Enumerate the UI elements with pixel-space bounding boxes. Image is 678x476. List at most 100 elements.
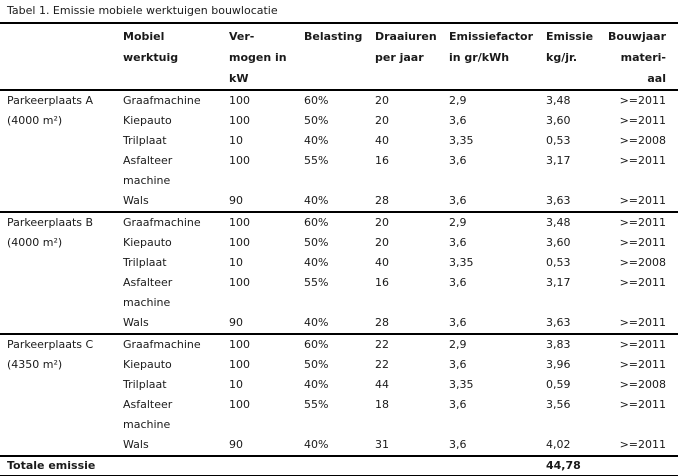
table-row: Wals 90 40% 31 3,6 4,02 >=2011 <box>0 435 678 456</box>
cell-hours: 20 <box>375 114 389 127</box>
group-parkeerplaats-b: Parkeerplaats B (4000 m²) Graafmachine 1… <box>0 212 678 334</box>
cell-equipment: Graafmachine <box>116 212 222 233</box>
cell-factor: 3,6 <box>449 398 467 411</box>
cell-emission: 3,63 <box>546 316 571 329</box>
cell-power: 100 <box>222 90 297 111</box>
header-load: Belasting <box>297 23 368 91</box>
total-row: Totale emissie 44,78 <box>0 456 678 476</box>
location-cell: Parkeerplaats A (4000 m²) <box>7 94 94 127</box>
cell-year: >=2011 <box>619 398 666 411</box>
table-row: Wals 90 40% 28 3,6 3,63 >=2011 <box>0 313 678 334</box>
cell-factor: 3,6 <box>449 114 467 127</box>
cell-equipment: Wals <box>123 438 149 451</box>
cell-load: 60% <box>297 212 368 233</box>
cell-year: >=2008 <box>619 378 666 391</box>
cell-equipment: Kiepauto <box>123 236 172 249</box>
cell-factor: 2,9 <box>442 212 539 233</box>
header-hours: Draaiuren per jaar <box>368 23 442 91</box>
cell-load: 40% <box>304 316 329 329</box>
cell-hours: 22 <box>368 334 442 355</box>
cell-emission: 4,02 <box>546 438 571 451</box>
location-cell: Parkeerplaats C (4350 m²) <box>7 338 94 371</box>
cell-hours: 18 <box>375 398 389 411</box>
group-parkeerplaats-a: Parkeerplaats A (4000 m²) Graafmachine 1… <box>0 90 678 212</box>
header-factor: Emissiefactor in gr/kWh <box>442 23 539 91</box>
cell-emission: 3,56 <box>546 398 571 411</box>
cell-year: >=2008 <box>619 134 666 147</box>
cell-equipment: Wals <box>123 316 149 329</box>
cell-year: >=2011 <box>619 194 666 207</box>
table-row: Asfalteer machine 100 55% 16 3,6 3,17 >=… <box>0 273 678 313</box>
cell-equipment: Asfalteer machine <box>123 154 173 187</box>
header-year: Bouwjaar materi- aal <box>605 23 678 91</box>
table-row: Kiepauto 100 50% 20 3,6 3,60 >=2011 <box>0 111 678 131</box>
cell-equipment: Trilplaat <box>123 256 167 269</box>
cell-power: 90 <box>229 438 243 451</box>
cell-equipment: Asfalteer machine <box>123 276 173 309</box>
cell-equipment: Graafmachine <box>116 334 222 355</box>
cell-emission: 3,17 <box>546 154 571 167</box>
table-row: Kiepauto 100 50% 20 3,6 3,60 >=2011 <box>0 233 678 253</box>
cell-factor: 3,6 <box>449 438 467 451</box>
cell-emission: 3,60 <box>546 114 571 127</box>
cell-hours: 22 <box>375 358 389 371</box>
cell-load: 55% <box>304 398 329 411</box>
cell-hours: 28 <box>375 194 389 207</box>
table-row: Parkeerplaats A (4000 m²) Graafmachine 1… <box>0 90 678 127</box>
cell-year: >=2011 <box>619 114 666 127</box>
cell-emission: 3,60 <box>546 236 571 249</box>
cell-load: 50% <box>304 114 329 127</box>
total-empty-cell <box>116 456 222 476</box>
cell-year: >=2011 <box>605 212 678 233</box>
cell-hours: 16 <box>375 154 389 167</box>
cell-factor: 3,6 <box>449 194 467 207</box>
cell-hours: 40 <box>375 134 389 147</box>
cell-factor: 2,9 <box>442 90 539 111</box>
cell-year: >=2011 <box>619 438 666 451</box>
total-emission-value: 44,78 <box>539 456 605 476</box>
cell-hours: 20 <box>368 212 442 233</box>
cell-emission: 3,96 <box>546 358 571 371</box>
cell-year: >=2011 <box>619 154 666 167</box>
cell-emission: 0,53 <box>546 256 571 269</box>
total-empty-cell <box>442 456 539 476</box>
cell-year: >=2011 <box>619 358 666 371</box>
header-row: Mobiel werktuig Ver- mogen in kW Belasti… <box>0 23 678 91</box>
cell-power: 100 <box>229 236 250 249</box>
cell-power: 100 <box>229 114 250 127</box>
total-empty-cell <box>297 456 368 476</box>
table-row: Kiepauto 100 50% 22 3,6 3,96 >=2011 <box>0 355 678 375</box>
cell-emission: 0,53 <box>546 134 571 147</box>
cell-factor: 3,6 <box>449 276 467 289</box>
cell-equipment: Graafmachine <box>116 90 222 111</box>
cell-year: >=2011 <box>619 276 666 289</box>
table-row: Parkeerplaats B (4000 m²) Graafmachine 1… <box>0 212 678 249</box>
header-emission: Emissie kg/jr. <box>539 23 605 91</box>
cell-emission: 3,63 <box>546 194 571 207</box>
header-location <box>0 23 116 91</box>
cell-equipment: Asfalteer machine <box>123 398 173 431</box>
table-row: Asfalteer machine 100 55% 18 3,6 3,56 >=… <box>0 395 678 435</box>
cell-load: 50% <box>304 358 329 371</box>
cell-equipment: Wals <box>123 194 149 207</box>
cell-year: >=2011 <box>619 236 666 249</box>
cell-hours: 20 <box>375 236 389 249</box>
cell-emission: 3,48 <box>539 212 605 233</box>
cell-equipment: Trilplaat <box>123 378 167 391</box>
cell-load: 50% <box>304 236 329 249</box>
table-row: Trilplaat 10 40% 40 3,35 0,53 >=2008 <box>0 253 678 273</box>
table-row: Trilplaat 10 40% 40 3,35 0,53 >=2008 <box>0 131 678 151</box>
cell-hours: 28 <box>375 316 389 329</box>
cell-hours: 40 <box>375 256 389 269</box>
cell-load: 40% <box>304 378 329 391</box>
cell-power: 100 <box>229 358 250 371</box>
cell-power: 100 <box>229 154 250 167</box>
total-empty-cell <box>368 456 442 476</box>
cell-equipment: Kiepauto <box>123 358 172 371</box>
cell-year: >=2008 <box>619 256 666 269</box>
cell-emission: 0,59 <box>546 378 571 391</box>
cell-load: 40% <box>304 256 329 269</box>
table-row: Wals 90 40% 28 3,6 3,63 >=2011 <box>0 191 678 212</box>
cell-power: 10 <box>229 134 243 147</box>
